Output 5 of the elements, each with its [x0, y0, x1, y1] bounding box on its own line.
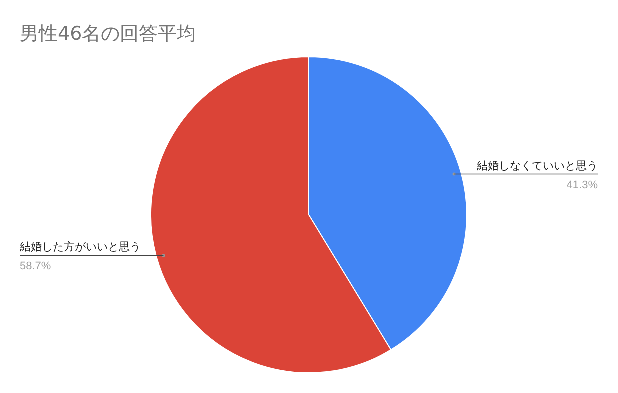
data-label: 41.3%: [566, 179, 598, 192]
chart-title: 男性46名の回答平均: [20, 23, 196, 45]
slice-label: 結婚した方がいいと思う: [19, 240, 141, 254]
slice-label: 結婚しなくていいと思う: [476, 159, 598, 172]
data-label: 58.7%: [20, 260, 52, 273]
